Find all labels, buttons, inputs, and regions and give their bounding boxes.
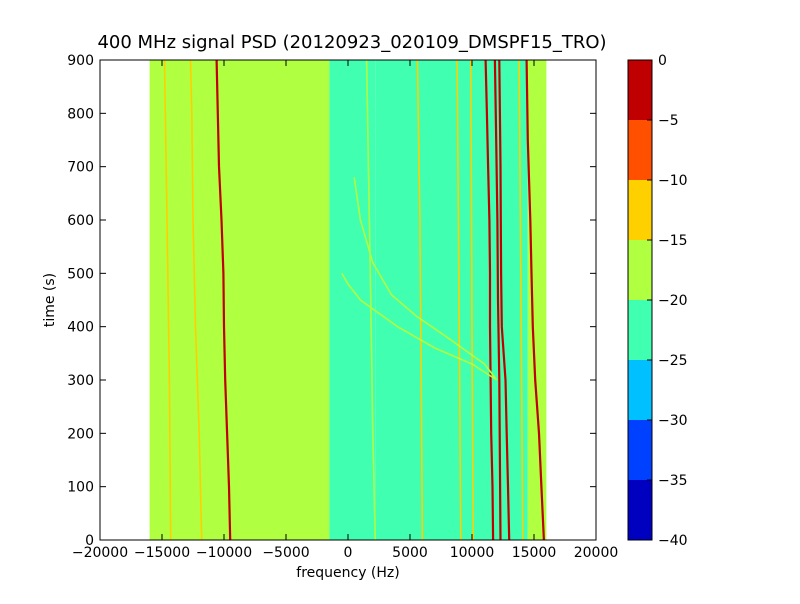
y-tick-label: 400 [67,320,94,336]
y-tick-label: 800 [67,106,94,122]
signal-trace-7 [518,59,524,541]
signal-trace-4 [493,59,502,541]
signal-trace-2 [163,59,172,541]
colorbar-segment-5 [628,180,652,240]
signal-trace-1 [189,59,203,541]
colorbar-tick-label: −35 [658,473,688,489]
colorbar-segment-7 [628,60,652,120]
signal-trace-9 [456,59,462,541]
x-tick-label: 5000 [392,545,428,561]
colorbar-tick-label: −15 [658,233,688,249]
signal-trace-12 [353,177,498,381]
chart-title: 400 MHz signal PSD (20120923_020109_DMSP… [97,32,606,53]
signal-trace-5 [498,59,511,541]
colorbar-segment-4 [628,240,652,300]
signal-trace-6 [525,59,545,541]
plot-layer [149,59,547,541]
signal-trace-10 [469,59,474,541]
colorbar-segment-1 [628,420,652,480]
signal-trace-3 [484,59,495,541]
colorbar: 0 −5 −10 −15 −20 −25 −30 −35 −40 [627,53,688,549]
y-tick-label: 900 [67,53,94,69]
colorbar-segment-6 [628,120,652,180]
x-tick-label: −15000 [134,545,190,561]
y-tick-label: 500 [67,266,94,282]
y-tick-label: 300 [67,373,94,389]
signal-trace-13 [341,272,498,381]
heatmap-region-3 [527,60,547,540]
x-tick-label: 0 [344,545,353,561]
y-axis-label: time (s) [42,273,58,327]
x-axis-label: frequency (Hz) [296,565,399,581]
colorbar-tick-label: −10 [658,173,688,189]
x-tick-label: −5000 [262,545,309,561]
colorbar-segment-2 [628,360,652,420]
y-tick-label: 600 [67,213,94,229]
colorbar-tick-label: −5 [658,113,679,129]
signal-trace-8 [416,59,424,541]
x-tick-label: −20000 [72,545,128,561]
y-tick-label: 700 [67,160,94,176]
colorbar-segment-0 [628,480,652,540]
colorbar-tick-label: 0 [658,53,667,69]
x-tick-label: 20000 [574,545,619,561]
x-tick-label: −10000 [196,545,252,561]
colorbar-segment-3 [628,300,652,360]
x-tick-label: 10000 [450,545,495,561]
signal-trace-11 [365,59,377,541]
colorbar-tick-label: −20 [658,293,688,309]
axes-layer: −20000 −15000 −10000 −5000 0 5000 10000 15000 20… [67,53,618,561]
y-tick-label: 200 [67,426,94,442]
signal-trace-0 [215,59,232,541]
colorbar-tick-label: −30 [658,413,688,429]
y-tick-label: 100 [67,480,94,496]
colorbar-tick-label: −25 [658,353,688,369]
x-tick-label: 15000 [512,545,557,561]
heatmap-region-0 [149,60,330,540]
y-tick-label: 0 [85,533,94,549]
colorbar-tick-label: −40 [658,533,688,549]
